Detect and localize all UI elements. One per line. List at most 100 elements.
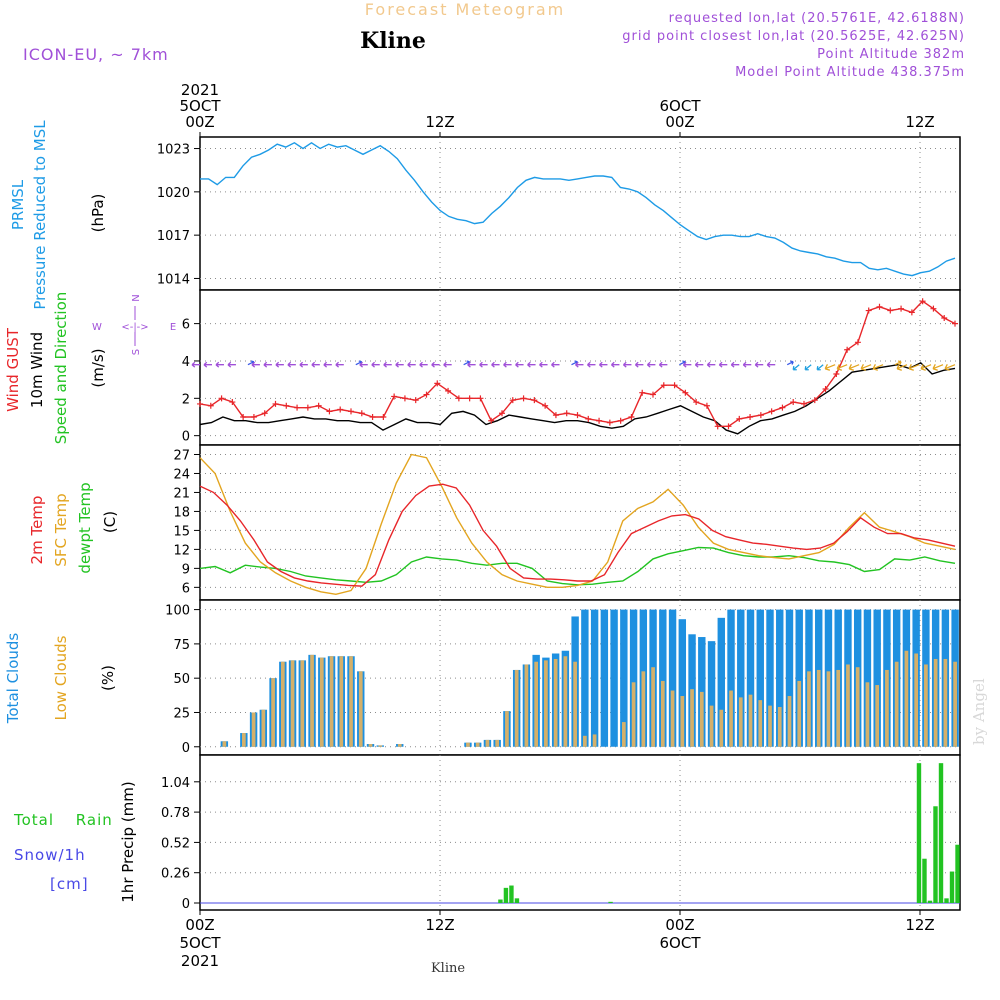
wind-direction-label: Speed and Direction xyxy=(52,292,70,445)
wind-direction-arrow xyxy=(503,361,512,368)
precip-ytick-label: 0.52 xyxy=(161,836,190,851)
wind-direction-arrow xyxy=(742,361,752,368)
pressure-ytick-label: 1014 xyxy=(157,272,190,287)
wind-ytick-label: 4 xyxy=(182,355,190,370)
wind-direction-arrow xyxy=(682,361,692,368)
low-cloud-bar xyxy=(885,669,889,747)
wind-direction-arrow xyxy=(792,364,800,371)
wind-gust-marker xyxy=(272,400,279,407)
rain-bar xyxy=(933,806,938,904)
low-cloud-bar xyxy=(495,739,500,747)
low-cloud-bar xyxy=(319,657,324,747)
info-line-2: grid point closest lon,lat (20.5625E, 42… xyxy=(622,29,965,44)
compass-north: N xyxy=(131,294,142,301)
chart-title: Forecast Meteogram xyxy=(365,0,565,19)
bottom-time-label: 00Z xyxy=(185,916,214,934)
rain-label: Total Rain xyxy=(13,811,113,829)
wind-gust-marker xyxy=(639,389,646,396)
wind-direction-arrow xyxy=(766,361,776,368)
total-clouds-label: Total Clouds xyxy=(4,633,22,725)
low-cloud-bar xyxy=(680,696,685,747)
wind-gust-marker xyxy=(898,305,905,312)
low-cloud-bar xyxy=(300,660,305,747)
low-cloud-bar xyxy=(943,658,948,747)
precip-unit: 1hr Precip (mm) xyxy=(119,781,137,902)
wind-direction-arrow xyxy=(754,361,764,368)
low-cloud-bar xyxy=(544,660,548,747)
wind-gust-marker xyxy=(779,404,786,411)
wind-gust-marker xyxy=(250,413,257,420)
wind-gust-marker xyxy=(606,419,613,426)
wind-gust-marker xyxy=(499,410,505,417)
bottom-time-label: 2021 xyxy=(181,952,219,970)
low-cloud-bar xyxy=(816,669,821,747)
wind-gust-marker xyxy=(466,395,473,402)
total-cloud-bar xyxy=(600,609,609,747)
compass-east: E xyxy=(170,322,176,333)
clouds-ytick-label: 0 xyxy=(182,741,190,756)
wind-direction-arrow xyxy=(551,361,560,368)
compass-west: W xyxy=(92,322,102,333)
bottom-time-label: 00Z xyxy=(665,916,694,934)
total-cloud-bar xyxy=(629,609,638,747)
wind-gust-marker xyxy=(391,393,398,400)
low-cloud-bar xyxy=(631,682,636,747)
clouds-frame xyxy=(199,599,961,756)
low-cloud-bar xyxy=(846,664,850,747)
wind-gust-marker xyxy=(348,408,354,415)
low-cloud-bar xyxy=(222,741,227,747)
temperature-frame xyxy=(199,444,961,601)
location-name: Kline xyxy=(360,28,426,54)
wind-gust-marker xyxy=(477,395,484,402)
low-cloud-bar xyxy=(748,694,753,747)
pressure-label-short: PRMSL xyxy=(9,179,27,230)
wind-gust-marker xyxy=(509,397,516,404)
wind-direction-arrow xyxy=(335,361,344,368)
wind-direction-arrow xyxy=(658,361,668,368)
wind-gust-marker xyxy=(887,307,894,314)
precip-frame xyxy=(199,754,961,911)
wind-direction-arrow xyxy=(908,363,920,371)
low-cloud-bar xyxy=(271,678,275,747)
wind-gust-marker xyxy=(682,389,689,396)
wind-gust-marker xyxy=(811,397,818,404)
temperature-ytick-label: 9 xyxy=(182,562,190,577)
wind-gust-marker xyxy=(218,395,225,402)
total-cloud-bar xyxy=(737,609,745,747)
wind-direction-arrow xyxy=(623,361,632,368)
low-cloud-bar xyxy=(349,656,353,747)
wind-gust-marker xyxy=(703,402,710,409)
wind-gust-marker xyxy=(650,391,656,398)
wind-gust-marker xyxy=(207,402,214,409)
low-cloud-bar xyxy=(875,685,880,747)
wind-direction-arrow xyxy=(706,361,716,368)
wind-direction-arrow xyxy=(443,361,452,368)
clouds-ytick-label: 100 xyxy=(165,604,190,619)
bottom-time-label: 6OCT xyxy=(660,934,702,952)
low-cloud-bar xyxy=(660,680,665,747)
wind-direction-arrow xyxy=(299,361,308,368)
pressure-ytick-label: 1017 xyxy=(157,229,190,244)
wind-gust-marker xyxy=(628,413,635,420)
wind-gust-marker xyxy=(736,415,743,422)
precip-ytick-label: 0 xyxy=(182,897,190,912)
low-cloud-bar xyxy=(339,656,344,747)
total-cloud-bar xyxy=(707,641,716,747)
pressure-frame xyxy=(199,136,961,291)
wind-gust-marker xyxy=(930,305,937,312)
rain-bar xyxy=(509,885,514,904)
top-time-label: 00Z xyxy=(665,113,694,131)
low-cloud-bar xyxy=(768,705,772,747)
wind-direction-arrow xyxy=(323,361,332,368)
low-cloud-bar xyxy=(836,669,841,747)
low-cloud-bar xyxy=(807,671,811,747)
low-cloud-bar xyxy=(855,667,860,747)
clouds-ytick-label: 75 xyxy=(173,638,190,653)
low-cloud-bar xyxy=(924,664,928,747)
temp-2m-label: 2m Temp xyxy=(28,496,46,565)
low-cloud-bar xyxy=(280,661,285,747)
wind-gust-marker xyxy=(531,397,538,404)
snow-unit-label: [cm] xyxy=(50,875,89,893)
wind-direction-arrow xyxy=(860,363,872,371)
wind-gust-marker xyxy=(326,408,333,415)
